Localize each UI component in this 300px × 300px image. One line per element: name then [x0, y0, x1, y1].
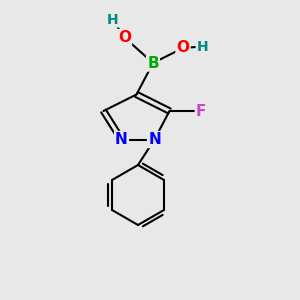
Text: O: O: [176, 40, 190, 56]
Text: F: F: [196, 103, 206, 118]
Text: O: O: [118, 30, 131, 45]
Text: H: H: [197, 40, 208, 53]
Text: N: N: [115, 132, 128, 147]
Text: N: N: [148, 132, 161, 147]
Text: H: H: [107, 13, 118, 26]
Text: B: B: [147, 56, 159, 70]
